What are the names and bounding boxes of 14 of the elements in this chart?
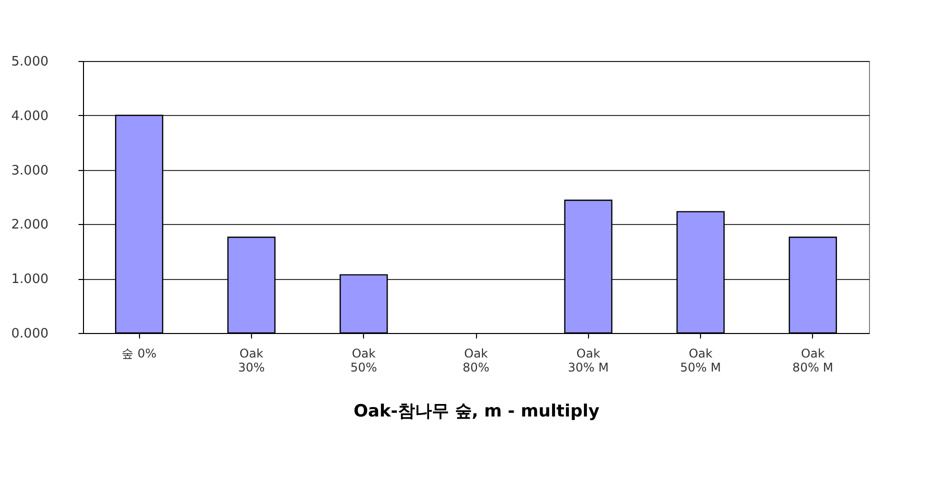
x-tick-label: Oak 80% M <box>792 346 834 374</box>
x-tick-label: 숲 0% <box>122 346 157 360</box>
y-tick-label: 5.000 <box>11 54 48 70</box>
y-tick-label: 0.000 <box>11 326 48 342</box>
x-tick-label: Oak 30% <box>238 346 265 374</box>
y-tick-label: 1.000 <box>11 272 48 288</box>
y-tick-label: 2.000 <box>11 218 48 233</box>
x-tick-label: Oak 80% <box>462 346 490 374</box>
x-tick-label: Oak 50% <box>350 346 378 374</box>
x-axis-title: Oak-참나무 숲, m - multiply <box>354 402 600 422</box>
y-tick-label: 4.000 <box>11 108 48 124</box>
x-tick-label: Oak 30% M <box>568 346 609 374</box>
y-tick-label: 3.000 <box>11 163 48 178</box>
x-tick-label: Oak 50% M <box>680 346 721 374</box>
